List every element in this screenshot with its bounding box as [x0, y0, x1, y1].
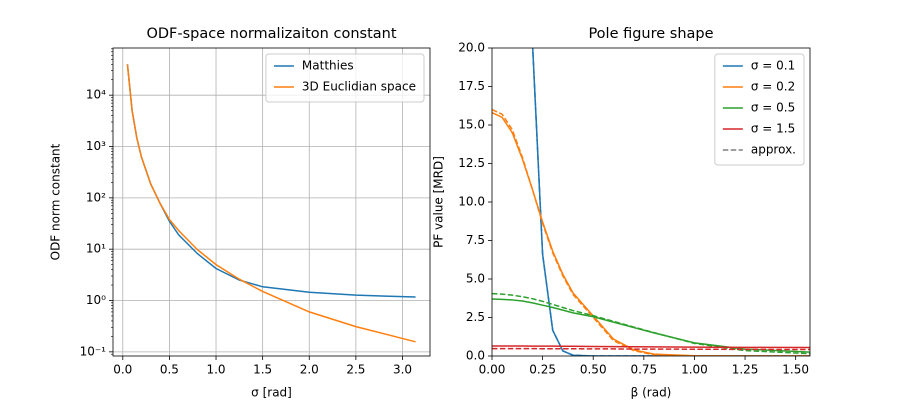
- approx-line: [492, 108, 810, 356]
- x-tick-label: 2.0: [300, 363, 319, 377]
- y-axis-label: ODF norm constant: [49, 143, 63, 260]
- legend-label: σ = 0.2: [751, 80, 795, 94]
- legend-box: [714, 53, 805, 166]
- y-axis-label: PF value [MRD]: [432, 156, 446, 248]
- y-tick-label: 10³: [86, 139, 106, 153]
- chart-title: Pole figure shape: [588, 26, 713, 42]
- legend: Matthies 3D Euclidian space: [265, 53, 425, 103]
- x-tick-label: 0.00: [479, 363, 506, 377]
- legend-label: σ = 0.5: [751, 101, 795, 115]
- legend-label: 3D Euclidian space: [302, 80, 416, 94]
- x-tick-label: 0.50: [580, 363, 607, 377]
- x-tick-label: 0.0: [113, 363, 132, 377]
- approx-line: [531, 48, 810, 356]
- y-tick-label: 10⁰: [86, 293, 106, 307]
- y-tick-label: 15.0: [458, 118, 485, 132]
- y-tick-label: 2.5: [466, 310, 485, 324]
- y-tick-label: 5.0: [466, 272, 485, 286]
- y-tick-label: 7.5: [466, 233, 485, 247]
- y-tick-label: 17.5: [458, 79, 485, 93]
- approx-line: [492, 347, 810, 351]
- x-tick-label: 1.25: [732, 363, 759, 377]
- legend-label: approx.: [751, 143, 796, 157]
- y-tick-label: 10⁴: [86, 88, 106, 102]
- x-tick-label: 2.5: [346, 363, 365, 377]
- x-tick-label: 1.5: [253, 363, 272, 377]
- y-tick-label: 10.0: [458, 195, 485, 209]
- x-axis-label: σ [rad]: [251, 386, 292, 400]
- chart-title: ODF-space normalizaiton constant: [146, 26, 396, 42]
- series-line: [531, 48, 810, 356]
- series-line: [492, 298, 810, 353]
- y-tick-label: 10¹: [86, 242, 106, 256]
- x-tick-label: 0.25: [529, 363, 556, 377]
- y-tick-label: 12.5: [458, 156, 485, 170]
- y-tick-label: 10²: [86, 190, 106, 204]
- legend-label: σ = 0.1: [751, 59, 795, 73]
- legend: σ = 0.1 σ = 0.2 σ = 0.5 σ = 1.5 approx.: [714, 53, 805, 166]
- x-axis-label: β (rad): [631, 386, 672, 400]
- axes-frame: [491, 47, 811, 357]
- legend-label: Matthies: [302, 59, 354, 73]
- y-tick-label: 0.0: [466, 349, 485, 363]
- axes-frame: [112, 47, 431, 357]
- legend-label: σ = 1.5: [751, 122, 795, 136]
- series-line: [492, 345, 810, 349]
- x-tick-label: 1.00: [681, 363, 708, 377]
- x-tick-label: 3.0: [393, 363, 412, 377]
- legend-box: [265, 53, 425, 103]
- x-tick-label: 1.50: [782, 363, 809, 377]
- y-tick-label: 20.0: [458, 41, 485, 55]
- series-line: [126, 64, 416, 343]
- x-tick-label: 0.5: [160, 363, 179, 377]
- x-tick-label: 0.75: [630, 363, 657, 377]
- approx-line: [492, 292, 810, 355]
- y-tick-label: 10⁻¹: [80, 344, 107, 358]
- x-tick-label: 1.0: [206, 363, 225, 377]
